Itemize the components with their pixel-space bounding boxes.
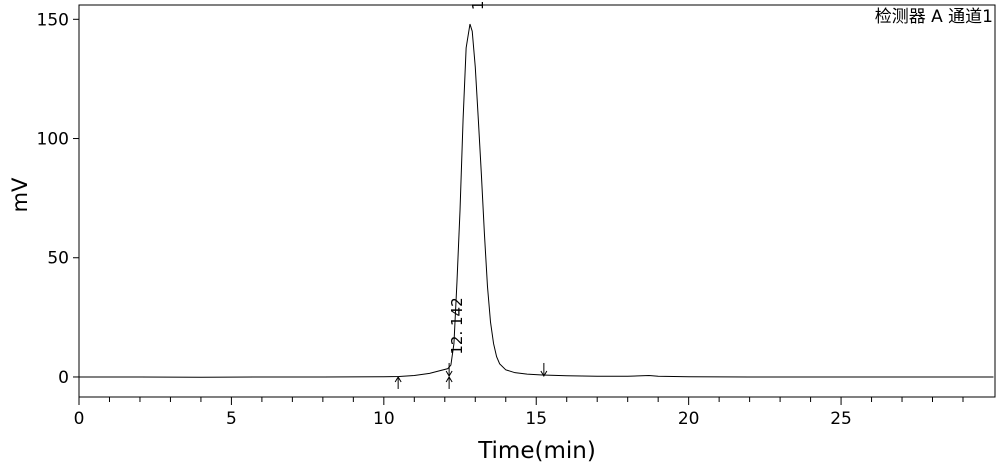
integration-mark	[445, 362, 453, 377]
x-axis-title: Time(min)	[477, 438, 596, 464]
integration-arrow	[445, 370, 453, 377]
x-tick-label: 0	[74, 409, 85, 429]
y-axis-title: mV	[8, 177, 32, 212]
x-tick-label: 10	[373, 409, 395, 429]
integration-arrow	[540, 370, 548, 377]
integration-mark	[540, 362, 548, 377]
plot-frame	[78, 4, 996, 398]
detector-label: 检测器 A 通道1	[875, 7, 993, 27]
y-tick-label: 100	[37, 130, 69, 150]
y-tick-label: 50	[47, 249, 69, 269]
x-tick-label: 5	[226, 409, 237, 429]
y-tick-label: 0	[58, 368, 69, 388]
integration-mark	[394, 375, 402, 389]
x-tick-label: 20	[678, 409, 700, 429]
x-tick-label: 15	[525, 409, 547, 429]
x-tick-label: 25	[830, 409, 852, 429]
peak-label: 12. 142	[448, 297, 466, 354]
integration-arrow	[445, 375, 453, 383]
signal-line	[79, 23, 994, 378]
integration-mark	[445, 375, 453, 389]
integration-arrow	[394, 375, 402, 383]
y-tick-label: 150	[37, 10, 69, 30]
peak-label: 12.826	[469, 0, 487, 10]
